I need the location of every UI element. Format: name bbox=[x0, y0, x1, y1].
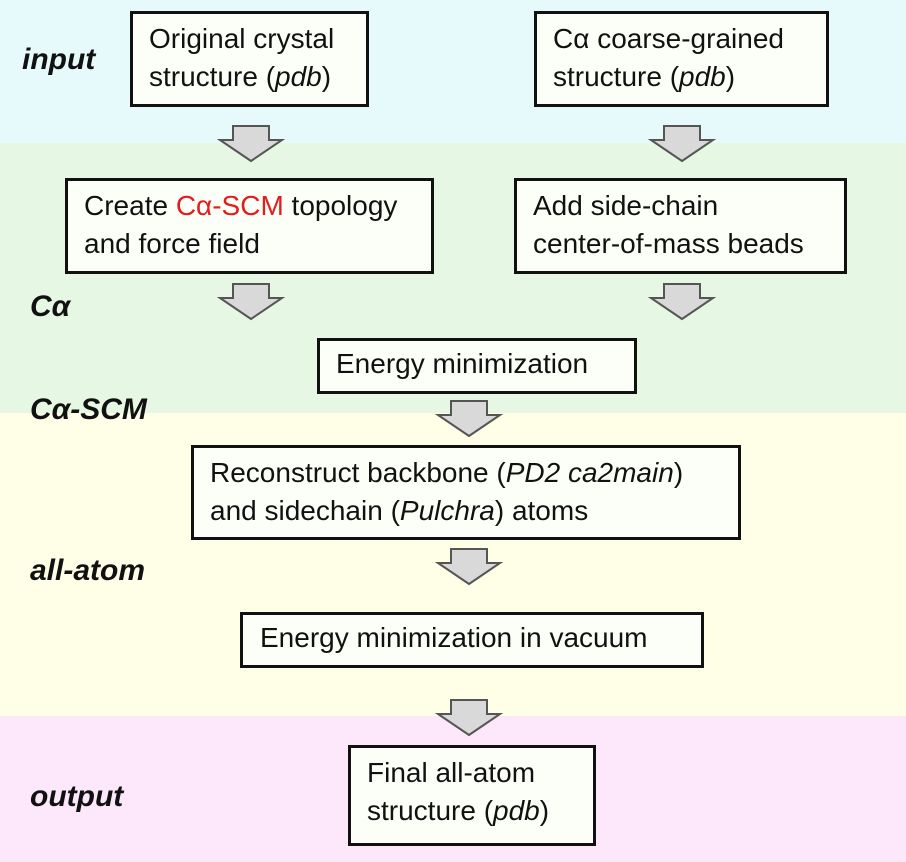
original-structure-box: Original crystal structure (pdb) bbox=[130, 11, 369, 107]
create-line2: and force field bbox=[84, 228, 260, 259]
coarse-line2: structure (pdb) bbox=[553, 61, 736, 92]
down-arrow-icon bbox=[434, 699, 504, 737]
add-beads-box: Add side-chain center-of-mass beads bbox=[514, 178, 847, 274]
stage-label-output: output bbox=[30, 780, 124, 813]
reconstruct-line1: Reconstruct backbone (PD2 ca2main) bbox=[210, 457, 684, 488]
final-line1: Final all-atom bbox=[367, 757, 536, 788]
stage-label-input: input bbox=[22, 43, 96, 76]
down-arrow-icon bbox=[434, 548, 504, 586]
original-line1: Original crystal bbox=[149, 23, 335, 54]
final-line2: structure (pdb) bbox=[367, 795, 550, 826]
create-line1: Create Cα-SCM topology bbox=[84, 190, 398, 221]
add-beads-line2: center-of-mass beads bbox=[533, 228, 804, 259]
ca-scm-highlight: Cα-SCM bbox=[175, 190, 284, 221]
coarse-line1: Cα coarse-grained bbox=[553, 23, 784, 54]
original-line2: structure (pdb) bbox=[149, 61, 332, 92]
final-structure-box: Final all-atom structure (pdb) bbox=[348, 745, 596, 846]
energy-minimization-text: Energy minimization bbox=[336, 348, 589, 379]
stage-label-all-atom: all-atom bbox=[30, 554, 146, 587]
down-arrow-icon bbox=[647, 125, 717, 163]
down-arrow-icon bbox=[647, 283, 717, 321]
down-arrow-icon bbox=[216, 283, 286, 321]
down-arrow-icon bbox=[216, 125, 286, 163]
stage-label-ca: Cα bbox=[30, 290, 71, 323]
down-arrow-icon bbox=[434, 400, 504, 438]
energy-vacuum-text: Energy minimization in vacuum bbox=[260, 622, 648, 653]
add-beads-line1: Add side-chain bbox=[533, 190, 719, 221]
stage-label-ca-scm: Cα-SCM bbox=[30, 393, 147, 426]
reconstruct-line2: and sidechain (Pulchra) atoms bbox=[210, 495, 589, 526]
energy-vacuum-box: Energy minimization in vacuum bbox=[240, 612, 704, 668]
reconstruct-box: Reconstruct backbone (PD2 ca2main) and s… bbox=[191, 445, 741, 540]
create-topology-box: Create Cα-SCM topology and force field bbox=[65, 178, 434, 274]
coarse-grained-structure-box: Cα coarse-grained structure (pdb) bbox=[534, 11, 829, 107]
energy-minimization-box: Energy minimization bbox=[317, 338, 637, 394]
